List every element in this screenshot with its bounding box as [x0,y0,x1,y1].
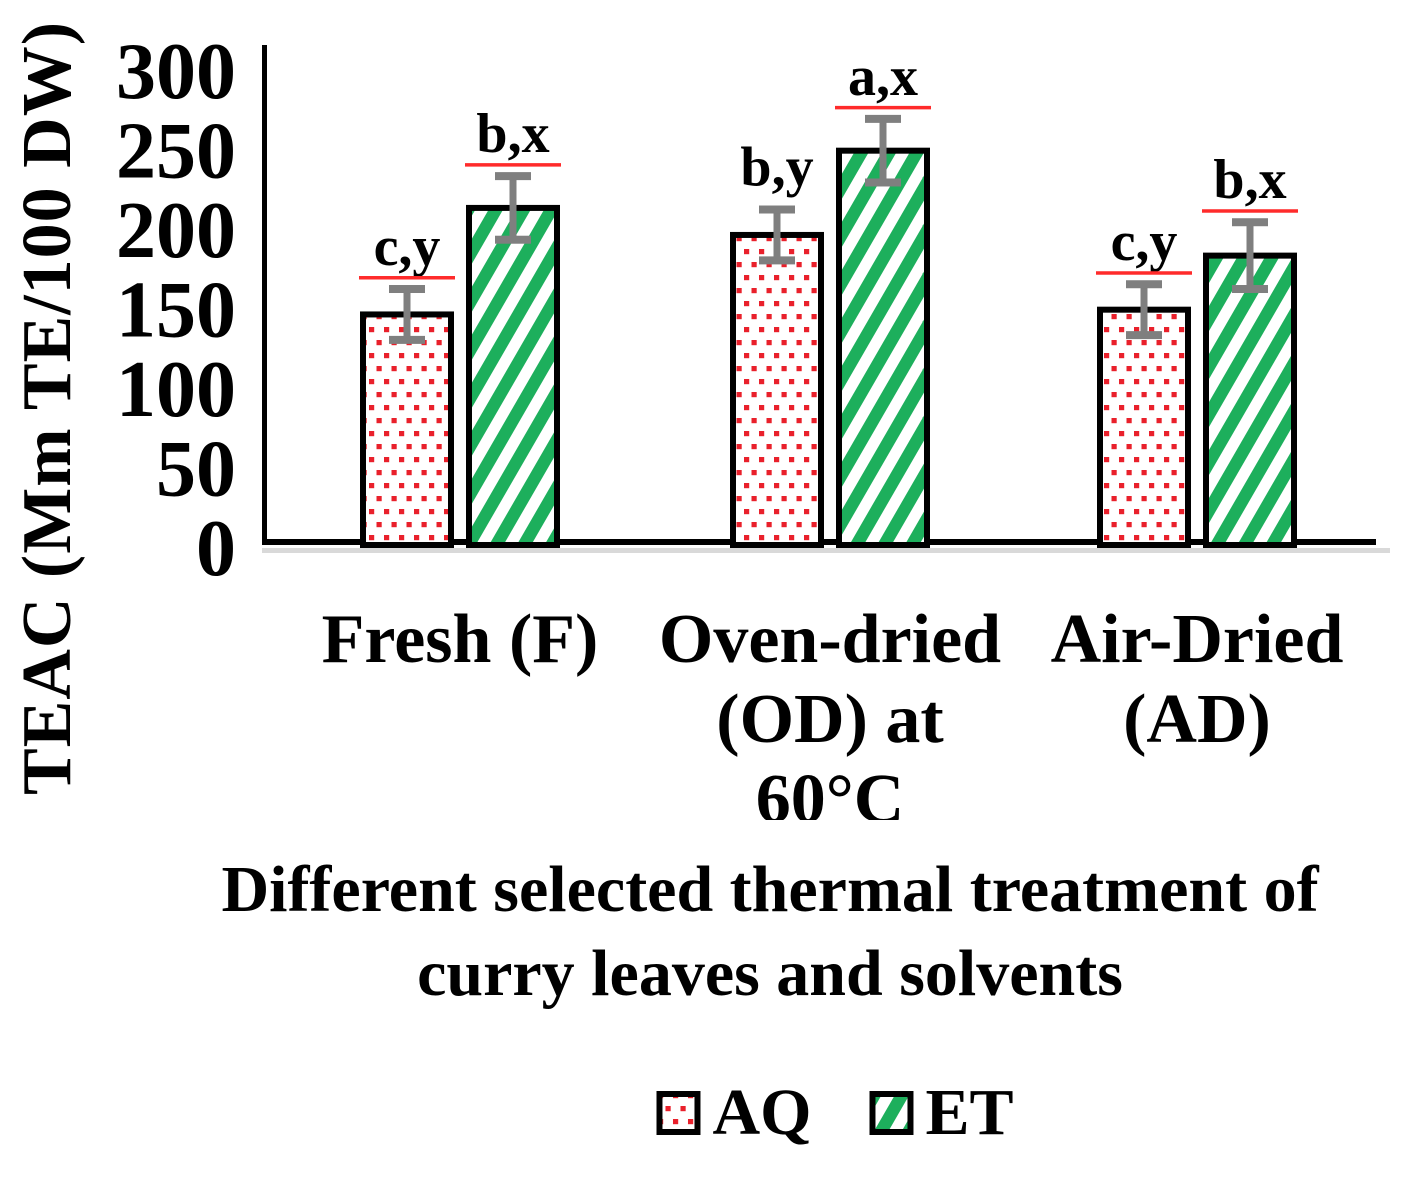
significance-label-et-0: b,x [476,103,549,165]
bar-aq-1 [730,231,824,548]
y-tick-label-200: 200 [116,187,236,275]
y-axis-line [262,45,267,545]
legend-swatch-rect [656,1091,701,1135]
error-bar-cap-bottom [495,235,531,244]
legend-swatch-aq-red-dotted-icon [656,1091,701,1135]
x-category-label-1-line-0: Oven-dried [659,601,1001,678]
error-bar-stem [773,209,781,261]
error-bar-stem [879,118,887,183]
y-tick-label-250: 250 [116,108,236,196]
spellcheck-underline [359,276,455,280]
x-category-label-2-line-0: Air-Dried [1051,601,1344,678]
error-bar-cap-top [495,172,531,181]
significance-label-et-1: a,x [848,46,918,108]
significance-label-aq-1: b,y [740,137,813,199]
x-category-label-1-line-2: 60°C [756,761,905,820]
legend-label-aq: AQ [712,1076,812,1149]
error-bar-cap-top [759,205,795,214]
y-tick-label-0: 0 [196,505,236,593]
error-bar-cap-top [865,114,901,123]
spellcheck-underline [1202,209,1298,213]
significance-label-et-2: b,x [1213,149,1286,211]
error-bar-cap-top [1232,218,1268,227]
error-bar-stem [509,176,517,240]
x-axis-title: Different selected thermal treatment of … [221,853,1319,1011]
y-tick-label-150: 150 [116,267,236,355]
error-bar-cap-bottom [865,178,901,187]
significance-label-aq-0: c,y [374,216,441,278]
error-bar-cap-top [389,285,425,294]
bar-et-1 [836,147,930,548]
legend-swatch-rect [869,1091,914,1135]
error-bar-cap-bottom [1126,331,1162,340]
error-bar-cap-bottom [759,256,795,265]
chart-legend: AQ ET [656,1076,1014,1149]
y-tick-label-100: 100 [116,346,236,434]
x-category-label-2-line-1: (AD) [1123,681,1271,758]
x-category-label-0-line-0: Fresh (F) [322,601,599,678]
legend-item-aq: AQ [656,1080,811,1146]
x-axis-shadow-line [262,548,1390,553]
error-bar-cap-bottom [1232,285,1268,294]
x-category-label-1-line-1: (OD) at [716,681,943,758]
error-bar-cap-bottom [389,335,425,344]
error-bar-cap-top [1126,280,1162,289]
y-tick-label-300: 300 [116,28,236,116]
bar-et-0 [466,204,560,548]
error-bar-stem [1246,222,1254,290]
bar-aq-0 [360,311,454,549]
spellcheck-underline [835,105,931,110]
error-bar-stem [1140,284,1148,336]
legend-label-et: ET [925,1076,1014,1149]
error-bar-stem [403,289,411,340]
legend-item-et: ET [869,1076,1014,1149]
bar-aq-2 [1097,306,1191,548]
significance-label-aq-2: c,y [1111,211,1178,273]
bar-et-2 [1203,252,1297,548]
spellcheck-underline [1096,271,1192,275]
spellcheck-underline [465,163,561,167]
legend-swatch-et-green-striped-icon [869,1091,914,1135]
y-tick-label-50: 50 [156,426,236,514]
